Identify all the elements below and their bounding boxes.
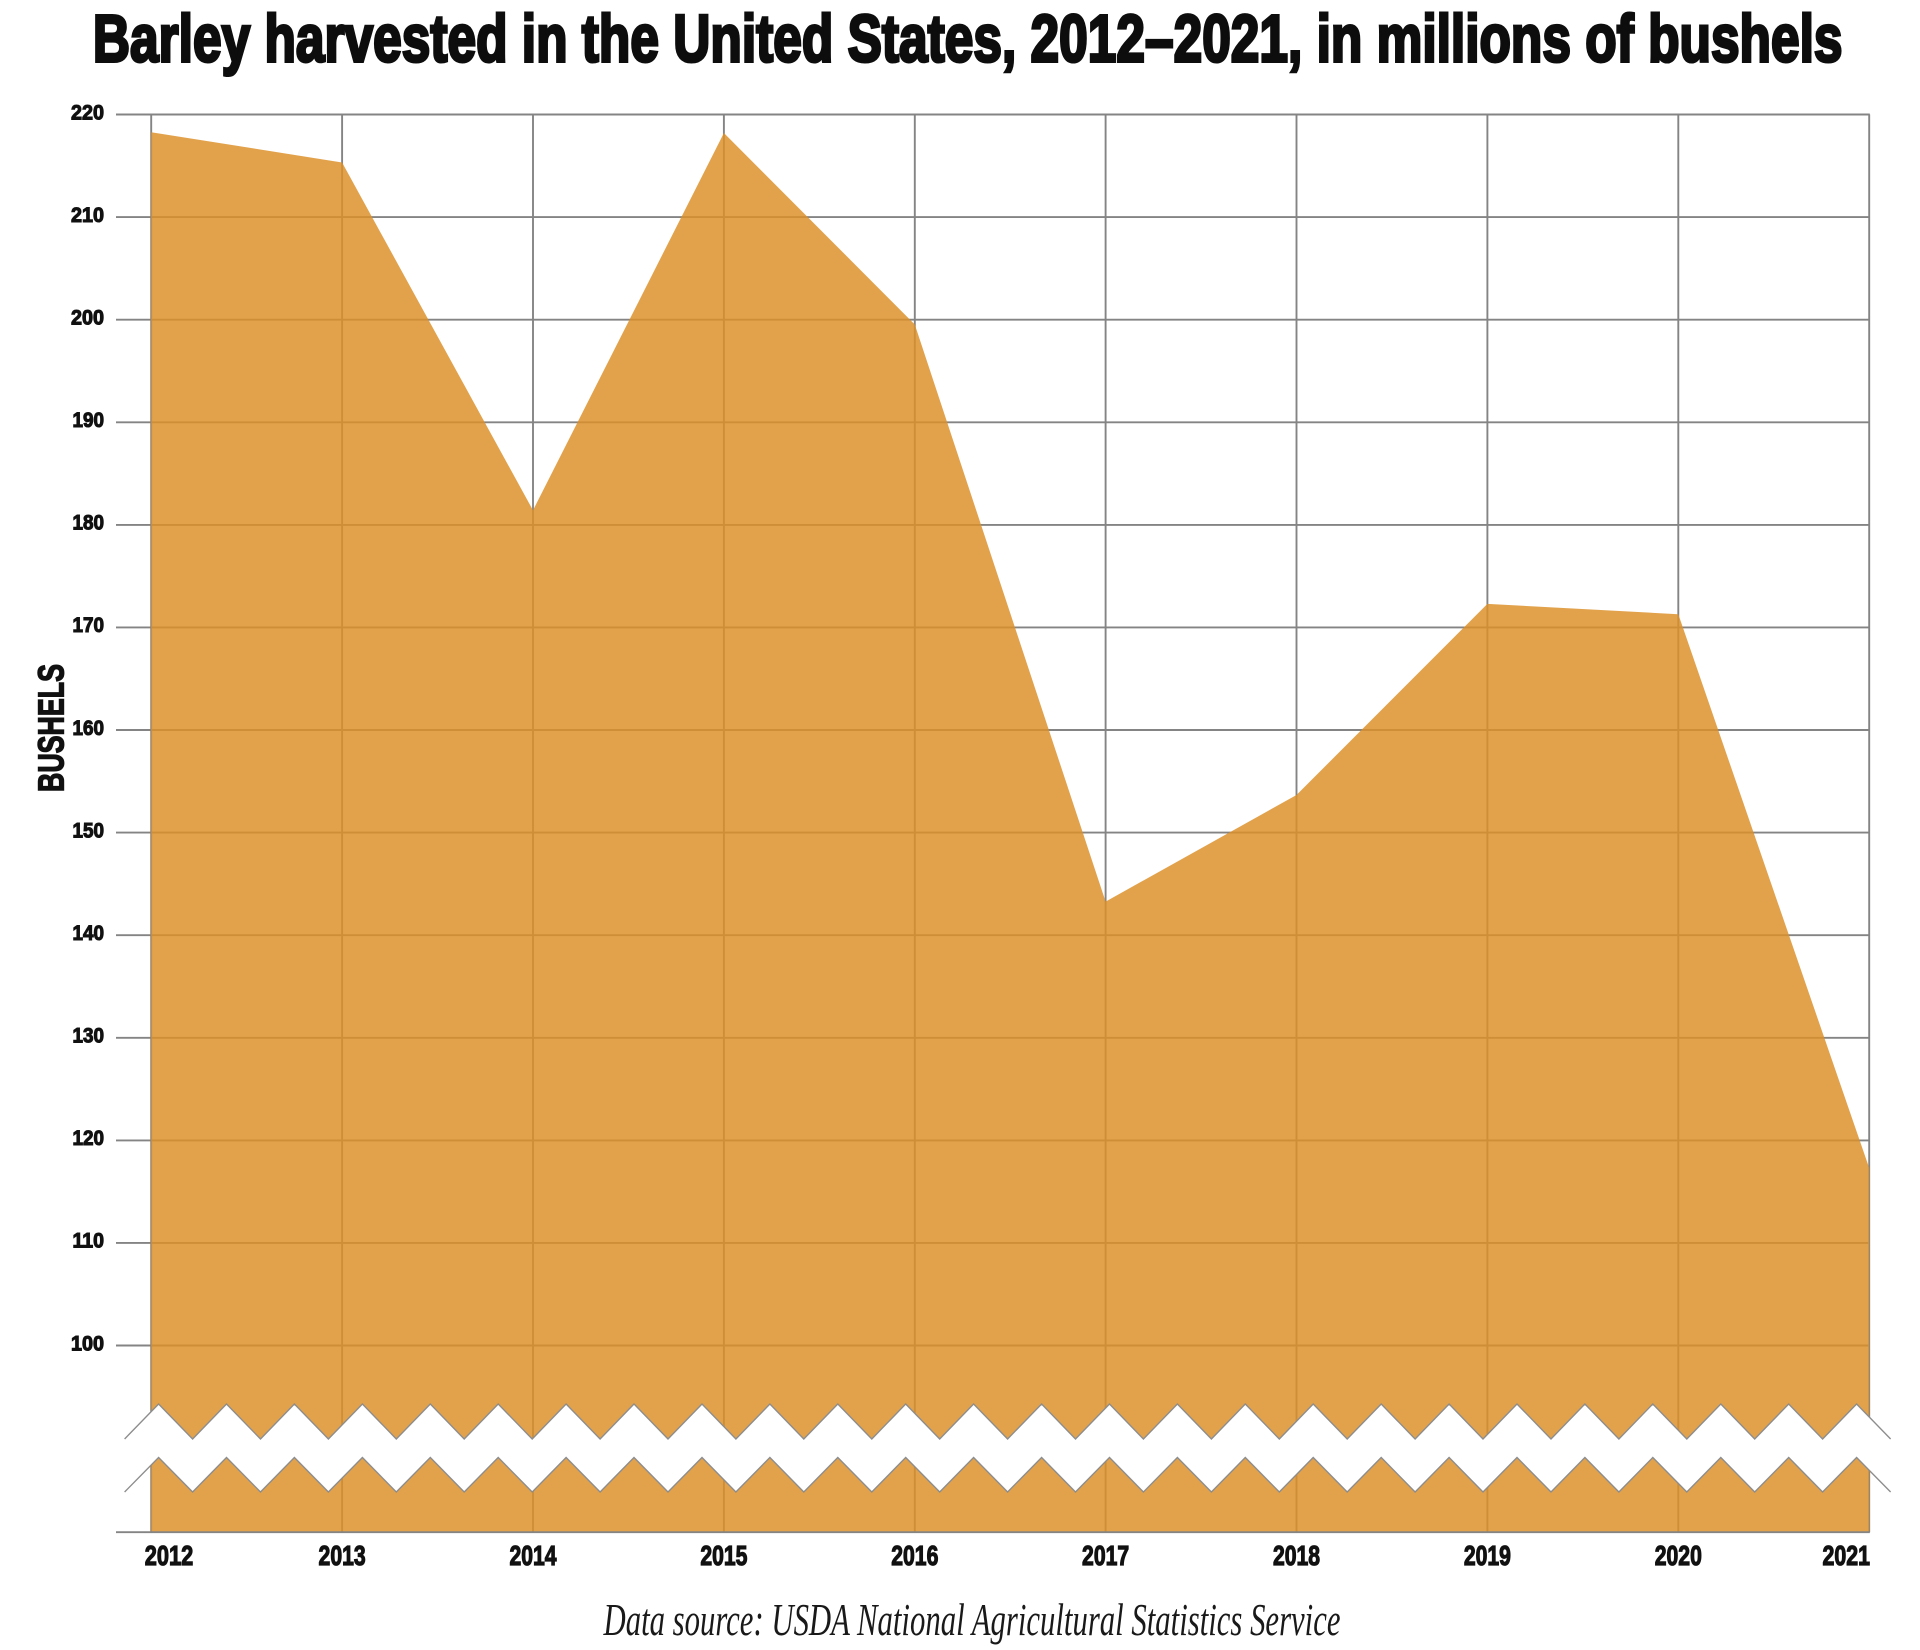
svg-text:200: 200 xyxy=(71,306,104,330)
svg-text:150: 150 xyxy=(73,818,105,842)
svg-text:2021: 2021 xyxy=(1823,1540,1871,1571)
svg-text:BUSHELS: BUSHELS xyxy=(31,664,72,792)
svg-text:2012: 2012 xyxy=(145,1540,194,1571)
svg-text:2018: 2018 xyxy=(1273,1540,1320,1571)
svg-text:220: 220 xyxy=(71,100,104,124)
svg-text:2017: 2017 xyxy=(1082,1540,1129,1571)
svg-text:210: 210 xyxy=(71,203,104,227)
svg-text:190: 190 xyxy=(73,408,105,432)
svg-text:110: 110 xyxy=(73,1229,105,1253)
svg-text:100: 100 xyxy=(71,1331,104,1355)
svg-text:170: 170 xyxy=(73,613,105,637)
svg-text:Data source: USDA National Agr: Data source: USDA National Agricultural … xyxy=(603,1594,1341,1645)
svg-text:180: 180 xyxy=(73,511,105,535)
svg-text:2016: 2016 xyxy=(891,1540,938,1571)
svg-text:120: 120 xyxy=(73,1126,105,1150)
svg-text:Barley harvested in the United: Barley harvested in the United States, 2… xyxy=(93,2,1843,77)
svg-text:140: 140 xyxy=(73,921,105,945)
svg-text:2020: 2020 xyxy=(1655,1540,1702,1571)
svg-text:2015: 2015 xyxy=(700,1540,747,1571)
svg-text:2019: 2019 xyxy=(1464,1540,1511,1571)
svg-text:130: 130 xyxy=(73,1024,105,1048)
svg-text:160: 160 xyxy=(73,716,105,740)
svg-text:2013: 2013 xyxy=(319,1540,366,1571)
svg-text:2014: 2014 xyxy=(509,1540,556,1571)
